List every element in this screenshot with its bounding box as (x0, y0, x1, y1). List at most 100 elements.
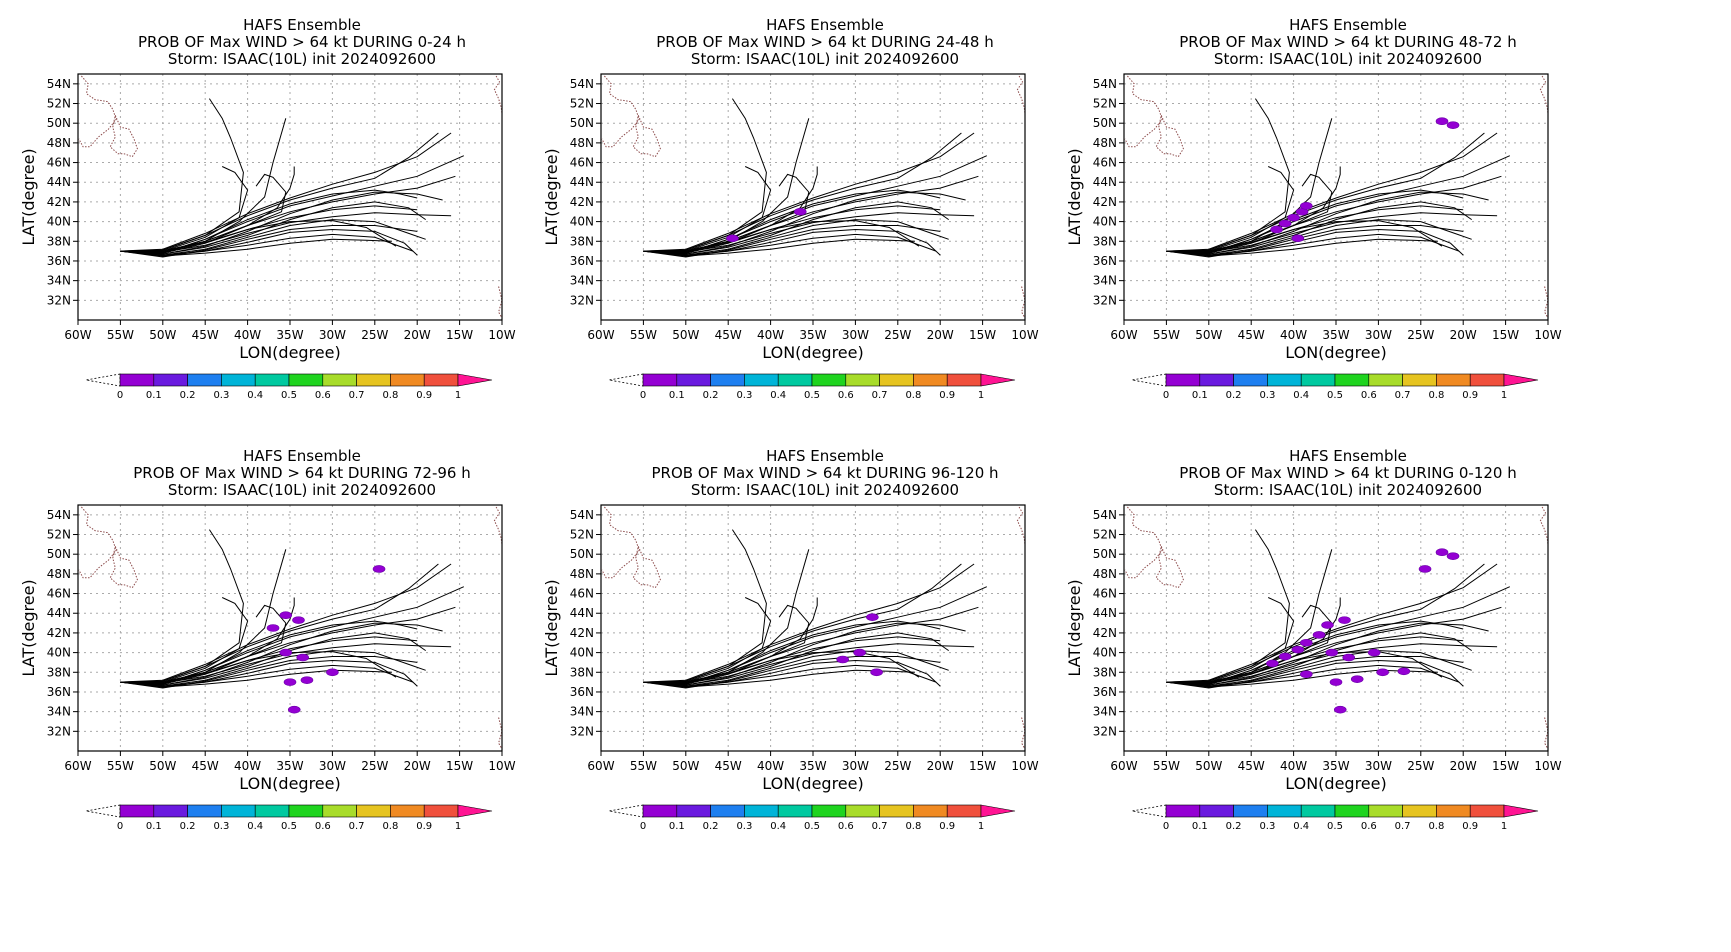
ensemble-track (643, 118, 810, 252)
colorbar-tick-label: 0.1 (1192, 390, 1208, 401)
colorbar-over-arrow (1503, 804, 1539, 818)
colorbar-swatch (254, 373, 290, 387)
colorbar-tick-label: 0 (117, 821, 123, 832)
y-tick-label: 38N (570, 234, 594, 248)
y-tick-label: 42N (570, 626, 594, 640)
colorbar-swatch (288, 373, 324, 387)
colorbar-swatch (187, 804, 222, 818)
x-tick-label: 45W (192, 328, 219, 342)
x-tick-label: 25W (884, 328, 911, 342)
colorbar-swatch (642, 804, 678, 818)
colorbar-swatch (119, 804, 155, 818)
colorbar-tick-label: 0.4 (247, 821, 263, 832)
chart-title-line-1: HAFS Ensemble (1289, 447, 1407, 465)
colorbar-swatch (1469, 804, 1505, 818)
ensemble-track (120, 228, 418, 256)
colorbar-tick-label: 0 (1163, 390, 1169, 401)
probability-area (1321, 621, 1334, 629)
x-tick-label: 25W (884, 759, 911, 773)
x-axis-label: LON(degree) (762, 774, 863, 793)
x-tick-label: 10W (488, 759, 515, 773)
y-tick-label: 52N (47, 97, 71, 111)
x-tick-label: 45W (715, 759, 742, 773)
x-tick-label: 30W (319, 759, 346, 773)
colorbar-tick-label: 0.8 (905, 390, 921, 401)
y-tick-label: 52N (47, 528, 71, 542)
y-tick-label: 38N (47, 234, 71, 248)
colorbar-tick-label: 0.3 (1259, 821, 1275, 832)
colorbar-swatch (1233, 373, 1268, 387)
colorbar-swatch (1267, 804, 1302, 818)
ensemble-track (643, 632, 949, 686)
ensemble-track (643, 650, 949, 687)
y-axis-label: LAT(degree) (542, 148, 561, 245)
colorbar-swatch (946, 804, 982, 818)
x-tick-label: 30W (319, 328, 346, 342)
ensemble-track (643, 228, 941, 256)
colorbar-swatch (423, 373, 459, 387)
colorbar-tick-label: 1 (978, 390, 984, 401)
colorbar-tick-label: 0.4 (770, 390, 786, 401)
ensemble-track (1166, 98, 1290, 252)
ensemble-track (643, 529, 767, 683)
coastline (1539, 506, 1549, 545)
ensemble-track (120, 597, 295, 685)
y-tick-label: 38N (47, 665, 71, 679)
ensemble-track (120, 669, 392, 688)
x-tick-label: 55W (1153, 328, 1180, 342)
probability-area (1397, 667, 1411, 676)
probability-area (836, 655, 849, 664)
y-tick-label: 40N (1093, 646, 1117, 660)
colorbar-swatch (322, 373, 357, 387)
ensemble-track (1166, 118, 1333, 252)
x-tick-label: 45W (715, 328, 742, 342)
chart-title-line-1: HAFS Ensemble (1289, 16, 1407, 34)
x-tick-label: 10W (1534, 759, 1561, 773)
colorbar-tick-label: 0 (1163, 821, 1169, 832)
y-tick-label: 46N (570, 156, 594, 170)
coastline (109, 115, 138, 158)
ensemble-track (643, 98, 767, 252)
y-tick-label: 42N (47, 626, 71, 640)
x-tick-label: 30W (1365, 328, 1392, 342)
ensemble-track (1166, 219, 1472, 256)
x-tick-label: 60W (64, 759, 91, 773)
colorbar-tick-label: 0.4 (1293, 821, 1309, 832)
colorbar-tick-label: 0.3 (736, 390, 752, 401)
colorbar-swatch (119, 373, 155, 387)
x-tick-label: 55W (1153, 759, 1180, 773)
colorbar-tick-label: 0.7 (1395, 390, 1411, 401)
colorbar-tick-label: 0.7 (872, 821, 888, 832)
y-tick-label: 36N (570, 685, 594, 699)
colorbar-tick-label: 0.8 (1428, 390, 1444, 401)
colorbar-tick-label: 0.1 (669, 821, 685, 832)
probability-area (326, 668, 339, 677)
chart-title-line-3: Storm: ISAAC(10L) init 2024092600 (168, 50, 436, 68)
probability-area (1300, 670, 1313, 679)
y-tick-label: 36N (47, 254, 71, 268)
ensemble-track (1166, 563, 1498, 683)
x-tick-label: 10W (1011, 759, 1038, 773)
colorbar-tick-label: 0.9 (416, 821, 432, 832)
colorbar-tick-label: 0.6 (1361, 821, 1377, 832)
probability-area (266, 624, 280, 632)
coastline (1155, 546, 1184, 589)
x-tick-label: 35W (799, 759, 826, 773)
probability-area (1367, 648, 1381, 657)
colorbar-tick-label: 0.5 (1327, 821, 1343, 832)
x-tick-label: 35W (1322, 328, 1349, 342)
colorbar-swatch (744, 373, 779, 387)
colorbar-swatch (845, 373, 880, 387)
x-tick-label: 40W (1280, 759, 1307, 773)
colorbar-tick-label: 1 (978, 821, 984, 832)
coastline (632, 546, 661, 589)
y-tick-label: 48N (1093, 567, 1117, 581)
chart-title-line-3: Storm: ISAAC(10L) init 2024092600 (1214, 50, 1482, 68)
ensemble-track (643, 659, 941, 687)
colorbar-tick-label: 0.1 (1192, 821, 1208, 832)
colorbar-tick-label: 0.6 (315, 821, 331, 832)
colorbar-tick-label: 0.2 (703, 390, 719, 401)
chart-title-line-3: Storm: ISAAC(10L) init 2024092600 (1214, 481, 1482, 499)
